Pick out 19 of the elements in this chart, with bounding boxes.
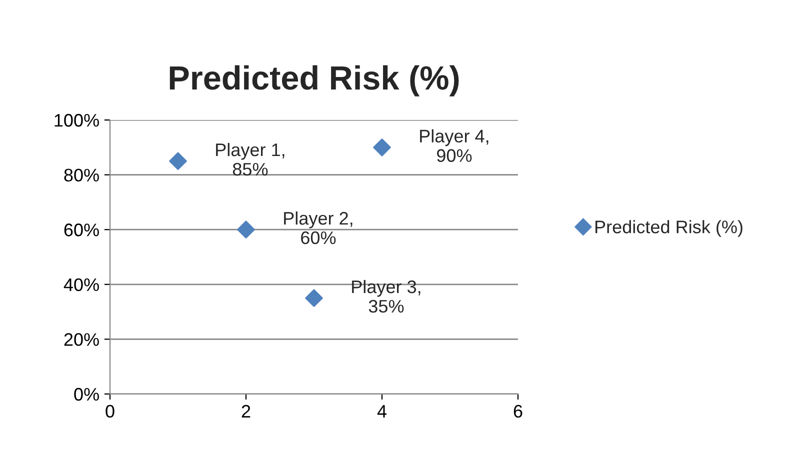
y-tick-label: 80% [64, 168, 99, 182]
chart-title: Predicted Risk (%) [170, 65, 459, 96]
legend-label: Predicted Risk (%) [595, 220, 742, 237]
x-tick-label: 6 [514, 404, 522, 418]
y-tick-label: 60% [64, 224, 99, 236]
y-tick-label: 100% [54, 114, 99, 127]
point [305, 289, 323, 308]
y-tick-label: 40% [64, 278, 99, 292]
x-tick-label: 2 [242, 404, 250, 418]
y-tick-label: 20% [64, 333, 99, 346]
annotation: Player 4, 90% [420, 129, 488, 162]
annotation: Player 1, 85% [216, 142, 284, 176]
point [169, 152, 187, 170]
x-tick-label: 4 [377, 405, 386, 418]
y-tick-label: 0% [74, 388, 99, 401]
annotation: Player 2, 60% [284, 211, 352, 244]
point [237, 220, 255, 239]
point [373, 138, 391, 156]
x-tick-label: 0 [106, 404, 114, 418]
